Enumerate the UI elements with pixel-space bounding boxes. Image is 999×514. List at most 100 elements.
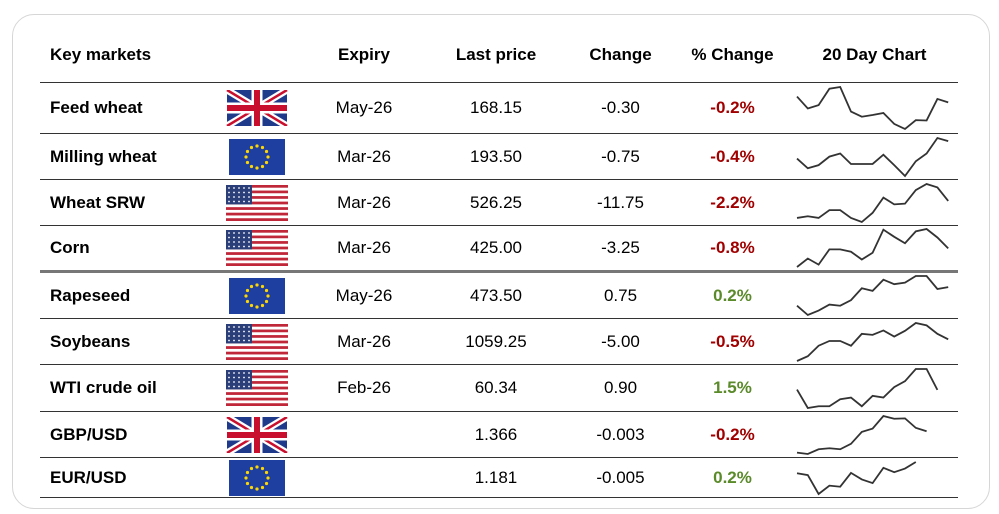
header-row: Key markets Expiry Last price Change % C… <box>40 28 958 83</box>
sparkline-chart <box>795 228 949 268</box>
sparkline-chart <box>795 86 948 131</box>
market-name: GBP/USD <box>40 411 211 458</box>
sparkline-cell <box>791 457 958 498</box>
change: -0.75 <box>567 133 674 180</box>
expiry <box>303 457 425 498</box>
expiry: Mar-26 <box>303 133 425 180</box>
pct-change: -2.2% <box>674 179 791 226</box>
market-name: WTI crude oil <box>40 364 211 412</box>
uk-flag-icon <box>211 82 303 134</box>
sparkline-chart <box>796 182 949 223</box>
sparkline-cell <box>791 318 958 365</box>
change: -0.003 <box>567 411 674 458</box>
table-row: Feed wheat May-26 168.15 -0.30 -0.2% <box>40 82 958 134</box>
last-price: 526.25 <box>425 179 567 226</box>
sparkline-line <box>795 367 938 409</box>
eu-flag-icon <box>211 457 303 498</box>
header-last-price: Last price <box>425 28 567 83</box>
sparkline-line <box>796 414 927 455</box>
last-price: 473.50 <box>425 271 567 319</box>
header-key-markets: Key markets <box>40 28 211 83</box>
pct-change: 0.2% <box>674 457 791 498</box>
sparkline-line <box>796 321 949 362</box>
expiry: May-26 <box>303 82 425 134</box>
change: 0.75 <box>567 271 674 319</box>
last-price: 1059.25 <box>425 318 567 365</box>
us-flag-icon <box>211 225 303 273</box>
pct-change: -0.8% <box>674 225 791 273</box>
card-frame <box>12 14 990 509</box>
change: -3.25 <box>567 225 674 273</box>
last-price: 168.15 <box>425 82 567 134</box>
table-row: WTI crude oil Feb-26 60.34 0.90 1.5% <box>40 364 958 412</box>
sparkline-line <box>796 460 916 495</box>
market-name: Wheat SRW <box>40 179 211 226</box>
market-name: Corn <box>40 225 211 273</box>
pct-change: -0.5% <box>674 318 791 365</box>
sparkline-cell <box>791 82 958 134</box>
pct-change: -0.4% <box>674 133 791 180</box>
sparkline-line <box>796 182 949 223</box>
us-flag-icon <box>211 318 303 365</box>
change: -0.005 <box>567 457 674 498</box>
change: -0.30 <box>567 82 674 134</box>
header-flag <box>211 28 303 83</box>
sparkline-chart <box>795 275 948 317</box>
header-expiry: Expiry <box>303 28 425 83</box>
market-name: Soybeans <box>40 318 211 365</box>
sparkline-line <box>795 228 949 268</box>
last-price: 193.50 <box>425 133 567 180</box>
table-row: Soybeans Mar-26 1059.25 -5.00 -0.5% <box>40 318 958 365</box>
table-row: EUR/USD 1.181 -0.005 0.2% <box>40 457 958 498</box>
table-row: Corn Mar-26 425.00 -3.25 -0.8% <box>40 225 958 273</box>
change: -11.75 <box>567 179 674 226</box>
us-flag-icon <box>211 364 303 412</box>
eu-flag-icon <box>211 133 303 180</box>
market-name: Feed wheat <box>40 82 211 134</box>
sparkline-chart <box>796 414 927 455</box>
eu-flag-icon <box>211 271 303 319</box>
sparkline-cell <box>791 271 958 319</box>
table-row: GBP/USD 1.366 -0.003 -0.2% <box>40 411 958 458</box>
sparkline-chart <box>796 321 949 362</box>
header-pct-change: % Change <box>674 28 791 83</box>
table-row: Milling wheat Mar-26 193.50 -0.75 -0.4% <box>40 133 958 180</box>
sparkline-cell <box>791 133 958 180</box>
market-name: EUR/USD <box>40 457 211 498</box>
expiry: Mar-26 <box>303 225 425 273</box>
expiry: Mar-26 <box>303 179 425 226</box>
last-price: 1.181 <box>425 457 567 498</box>
expiry <box>303 411 425 458</box>
sparkline-cell <box>791 364 958 412</box>
sparkline-chart <box>796 460 916 495</box>
key-markets-table: Key markets Expiry Last price Change % C… <box>40 28 958 498</box>
table-row: Wheat SRW Mar-26 526.25 -11.75 -2.2% <box>40 179 958 226</box>
sparkline-cell <box>791 179 958 226</box>
expiry: Feb-26 <box>303 364 425 412</box>
table-row: Rapeseed May-26 473.50 0.75 0.2% <box>40 271 958 319</box>
change: -5.00 <box>567 318 674 365</box>
sparkline-line <box>795 275 948 317</box>
last-price: 60.34 <box>425 364 567 412</box>
uk-flag-icon <box>211 411 303 458</box>
expiry: Mar-26 <box>303 318 425 365</box>
sparkline-cell <box>791 225 958 273</box>
header-change: Change <box>567 28 674 83</box>
sparkline-cell <box>791 411 958 458</box>
last-price: 425.00 <box>425 225 567 273</box>
header-20-day-chart: 20 Day Chart <box>791 28 958 83</box>
us-flag-icon <box>211 179 303 226</box>
pct-change: -0.2% <box>674 411 791 458</box>
last-price: 1.366 <box>425 411 567 458</box>
change: 0.90 <box>567 364 674 412</box>
pct-change: 1.5% <box>674 364 791 412</box>
sparkline-chart <box>795 136 948 177</box>
market-name: Milling wheat <box>40 133 211 180</box>
expiry: May-26 <box>303 271 425 319</box>
sparkline-chart <box>795 367 938 409</box>
market-name: Rapeseed <box>40 271 211 319</box>
pct-change: -0.2% <box>674 82 791 134</box>
sparkline-line <box>795 86 948 131</box>
sparkline-line <box>795 136 948 177</box>
pct-change: 0.2% <box>674 271 791 319</box>
